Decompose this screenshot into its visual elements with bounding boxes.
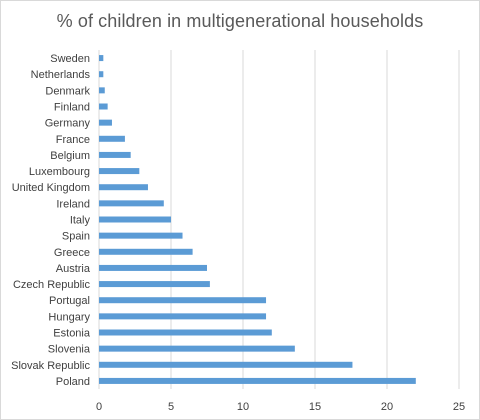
bar-7 (99, 168, 140, 175)
bar-4 (99, 119, 112, 126)
bar-18 (99, 345, 295, 352)
x-tick-label-5: 25 (453, 401, 465, 413)
category-label-20: Poland (56, 376, 90, 388)
category-label-18: Slovenia (48, 344, 91, 356)
category-label-11: Spain (62, 231, 90, 243)
bar-16 (99, 313, 267, 320)
bar-0 (99, 55, 104, 62)
bar-17 (99, 329, 272, 336)
category-label-17: Estonia (53, 328, 91, 340)
bar-12 (99, 248, 193, 255)
category-label-0: Sweden (50, 53, 90, 65)
bar-8 (99, 184, 148, 191)
category-label-4: Germany (45, 118, 91, 130)
x-tick-label-1: 5 (168, 401, 174, 413)
bar-10 (99, 216, 171, 223)
category-label-14: Czech Republic (13, 279, 91, 291)
category-label-12: Greece (54, 247, 90, 259)
category-label-19: Slovak Republic (11, 360, 90, 372)
bar-14 (99, 281, 210, 288)
bar-6 (99, 151, 131, 158)
bar-15 (99, 297, 267, 304)
category-label-15: Portugal (49, 295, 90, 307)
category-label-1: Netherlands (31, 69, 91, 81)
bar-2 (99, 87, 105, 94)
x-tick-label-2: 10 (237, 401, 249, 413)
category-label-10: Italy (70, 215, 91, 227)
category-label-2: Denmark (45, 85, 90, 97)
bar-5 (99, 135, 125, 142)
category-label-13: Austria (56, 263, 91, 275)
category-label-7: Luxembourg (29, 166, 90, 178)
category-label-9: Ireland (56, 198, 90, 210)
bar-9 (99, 200, 164, 207)
category-label-8: United Kingdom (12, 182, 90, 194)
category-label-16: Hungary (48, 311, 90, 323)
bar-13 (99, 264, 207, 271)
bar-3 (99, 103, 108, 110)
category-label-6: Belgium (50, 150, 90, 162)
bar-19 (99, 361, 353, 368)
x-tick-label-4: 20 (381, 401, 393, 413)
category-label-3: Finland (54, 102, 90, 114)
bar-20 (99, 377, 416, 384)
category-label-5: France (56, 134, 90, 146)
bar-11 (99, 232, 183, 239)
bar-1 (99, 71, 104, 78)
x-tick-label-3: 15 (309, 401, 321, 413)
x-tick-label-0: 0 (96, 401, 102, 413)
chart-title: % of children in multigenerational house… (56, 11, 424, 31)
